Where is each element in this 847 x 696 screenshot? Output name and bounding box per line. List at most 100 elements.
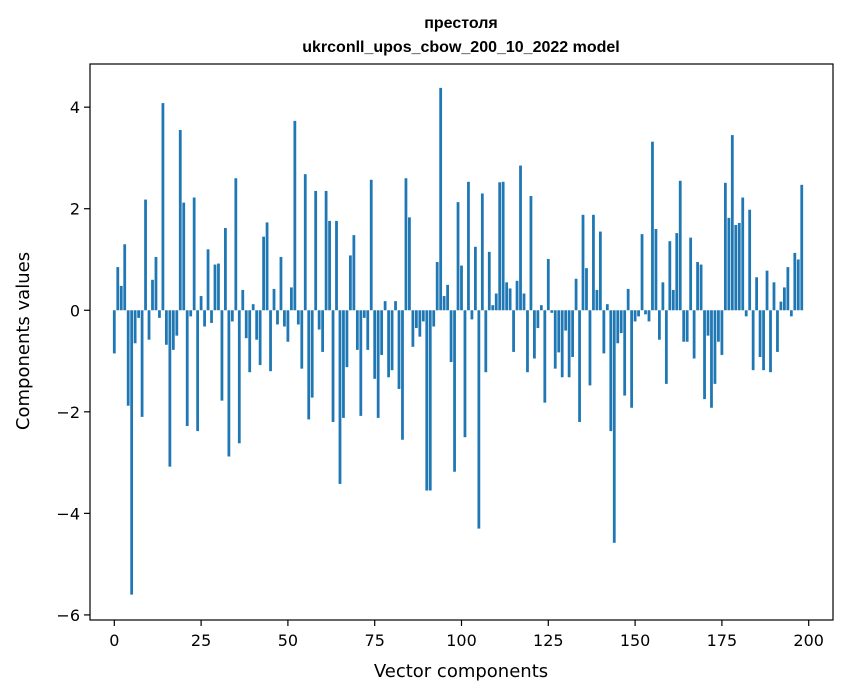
bar-141 <box>602 310 606 354</box>
bar-88 <box>418 310 422 337</box>
bar-32 <box>224 228 227 311</box>
bar-187 <box>762 310 765 371</box>
bar-165 <box>685 310 689 342</box>
bar-18 <box>175 310 179 336</box>
bar-103 <box>470 310 474 320</box>
bar-135 <box>581 214 585 311</box>
bar-100 <box>460 265 463 311</box>
bar-134 <box>578 310 581 422</box>
bar-0 <box>112 310 116 354</box>
bar-106 <box>480 193 484 311</box>
bar-68 <box>349 255 352 311</box>
bar-176 <box>723 182 727 311</box>
bar-153 <box>644 310 647 315</box>
bar-76 <box>376 310 380 418</box>
bar-23 <box>192 197 196 311</box>
bar-30 <box>217 263 220 311</box>
bar-61 <box>324 190 328 311</box>
bar-172 <box>710 310 713 408</box>
x-tick-label: 50 <box>278 631 298 650</box>
bar-112 <box>501 181 505 311</box>
bar-128 <box>557 310 561 353</box>
bar-34 <box>230 310 234 322</box>
bar-185 <box>755 277 759 311</box>
bar-13 <box>158 310 161 318</box>
bar-93 <box>435 262 439 311</box>
bar-37 <box>241 289 245 311</box>
bar-168 <box>696 262 699 311</box>
bar-89 <box>421 310 425 322</box>
bar-159 <box>664 310 668 384</box>
bar-132 <box>571 310 574 357</box>
bar-169 <box>699 264 703 311</box>
bar-191 <box>776 310 779 352</box>
bar-195 <box>789 310 793 317</box>
chart-title-line2: ukrconll_upos_cbow_200_10_2022 model <box>302 39 619 56</box>
chart-title-line1: престоля <box>424 15 498 32</box>
bar-198 <box>800 184 804 311</box>
bar-161 <box>671 289 675 311</box>
y-tick-label: −6 <box>56 606 80 625</box>
bar-60 <box>321 310 325 352</box>
bar-11 <box>151 279 154 311</box>
bar-31 <box>220 310 224 401</box>
bar-59 <box>317 310 321 330</box>
bar-14 <box>161 103 165 311</box>
bar-99 <box>456 202 460 311</box>
bar-180 <box>737 222 741 311</box>
bar-158 <box>661 282 665 311</box>
bar-45 <box>269 310 272 372</box>
bar-138 <box>592 214 595 311</box>
bar-28 <box>210 310 213 323</box>
bar-90 <box>425 310 429 491</box>
bar-118 <box>522 293 526 311</box>
bar-27 <box>206 249 210 311</box>
bar-139 <box>595 289 599 311</box>
bar-151 <box>637 310 640 317</box>
bar-157 <box>658 310 661 340</box>
bar-144 <box>612 310 616 543</box>
bar-56 <box>307 310 311 420</box>
bar-10 <box>147 310 151 340</box>
bar-133 <box>574 278 578 311</box>
bar-87 <box>414 310 418 329</box>
bar-78 <box>383 301 387 311</box>
bar-120 <box>529 196 533 311</box>
bar-149 <box>630 310 634 408</box>
bar-41 <box>255 310 259 340</box>
bar-193 <box>783 287 786 311</box>
bar-186 <box>758 310 762 357</box>
x-tick-label: 75 <box>365 631 385 650</box>
bar-2 <box>119 285 123 311</box>
bar-43 <box>262 236 265 311</box>
x-tick-label: 0 <box>109 631 119 650</box>
bar-51 <box>289 287 293 311</box>
bar-171 <box>706 310 710 336</box>
bar-20 <box>182 202 186 311</box>
bar-91 <box>428 310 432 491</box>
bar-194 <box>786 267 790 311</box>
bar-79 <box>387 310 390 378</box>
bar-127 <box>553 310 557 369</box>
bar-174 <box>717 310 720 342</box>
bar-181 <box>741 197 745 311</box>
bar-177 <box>727 217 731 311</box>
bar-110 <box>494 293 498 311</box>
bar-113 <box>505 282 509 311</box>
bar-115 <box>512 310 515 352</box>
bar-111 <box>498 182 502 311</box>
bar-15 <box>164 310 168 345</box>
bar-85 <box>408 217 411 311</box>
bar-97 <box>449 310 453 363</box>
bar-5 <box>130 310 134 595</box>
bar-67 <box>345 310 349 368</box>
bar-84 <box>404 178 408 311</box>
bar-166 <box>689 237 693 311</box>
bar-73 <box>366 310 370 350</box>
bar-55 <box>303 174 307 311</box>
bar-154 <box>647 310 651 322</box>
bar-170 <box>703 310 706 400</box>
x-tick-label: 100 <box>446 631 477 650</box>
bar-96 <box>446 284 449 311</box>
bar-189 <box>769 310 772 373</box>
